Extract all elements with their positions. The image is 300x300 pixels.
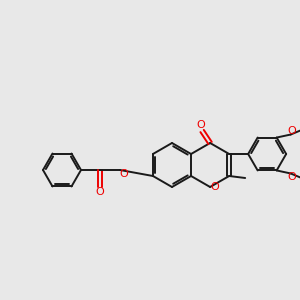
Text: O: O — [96, 187, 104, 197]
Text: O: O — [211, 182, 220, 192]
Text: O: O — [120, 169, 128, 179]
Text: O: O — [287, 172, 296, 182]
Text: O: O — [197, 120, 206, 130]
Text: O: O — [287, 125, 296, 136]
